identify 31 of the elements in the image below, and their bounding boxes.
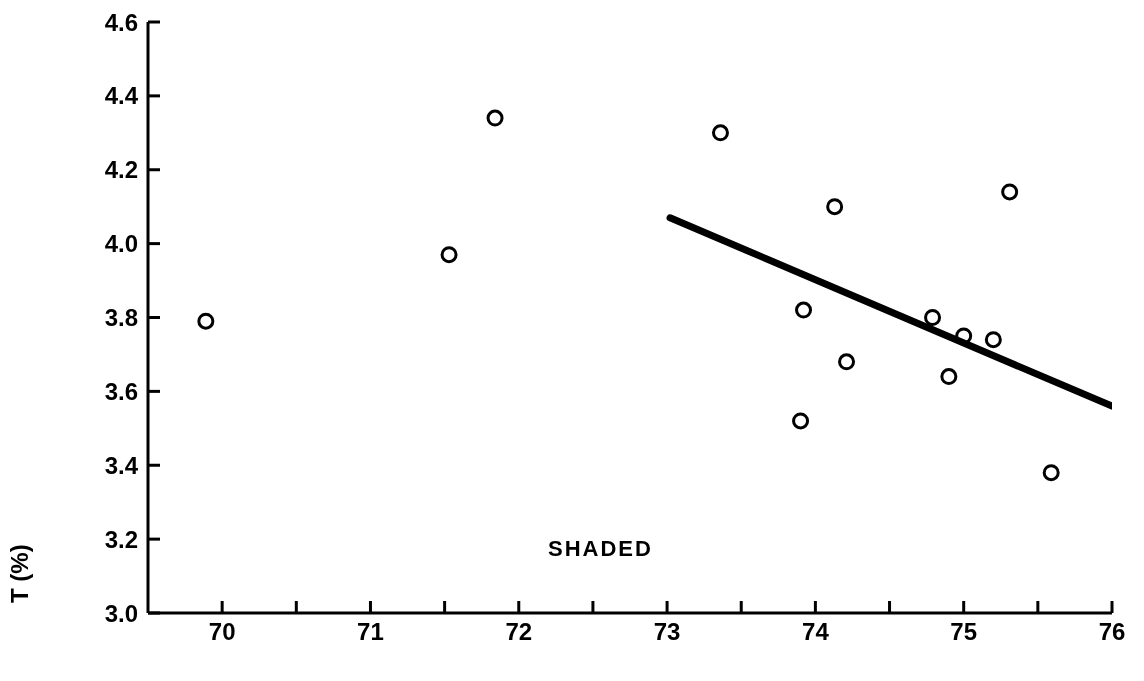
x-tick-label: 72 — [505, 618, 533, 646]
x-tick-label: 76 — [1098, 618, 1126, 646]
point — [1042, 464, 1060, 482]
x-tick-label: 73 — [653, 618, 681, 646]
point — [984, 331, 1002, 349]
point — [924, 309, 942, 326]
y-tick-label: 3.2 — [104, 525, 138, 553]
y-tick-label: 3.6 — [104, 377, 138, 405]
x-tick-label: 75 — [950, 618, 978, 646]
point — [197, 312, 215, 330]
y-tick-label: 4.6 — [104, 8, 138, 36]
point — [795, 301, 813, 319]
point — [792, 412, 810, 430]
x-tick-label: 74 — [802, 618, 830, 646]
point — [838, 353, 856, 371]
y-tick-label: 3.0 — [104, 599, 138, 627]
point — [486, 109, 504, 127]
y-tick-label: 3.8 — [104, 304, 138, 332]
point — [711, 124, 729, 142]
point — [826, 198, 844, 216]
x-tick-label: 71 — [357, 618, 384, 646]
y-tick-label: 3.4 — [104, 451, 139, 479]
point — [440, 246, 458, 264]
x-tick-label: 70 — [208, 618, 236, 646]
point — [1001, 183, 1019, 201]
y-axis-title: T (%) — [6, 544, 33, 603]
point — [940, 368, 958, 386]
y-tick-label: 4.0 — [104, 230, 138, 258]
y-tick-label: 4.2 — [104, 156, 138, 184]
y-tick-label: 4.4 — [104, 82, 139, 110]
annotation: SHADED — [548, 536, 653, 562]
